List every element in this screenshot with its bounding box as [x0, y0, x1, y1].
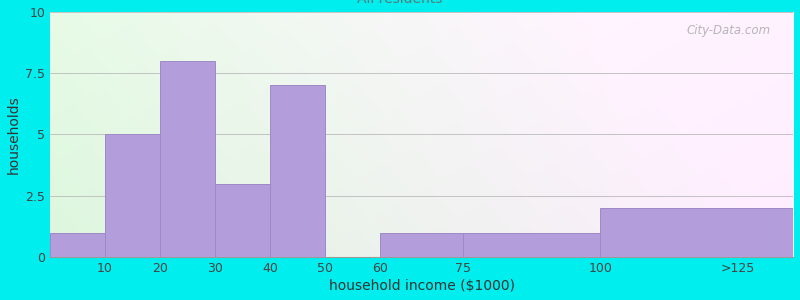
Text: All residents: All residents	[358, 0, 442, 6]
X-axis label: household income ($1000): household income ($1000)	[329, 279, 514, 293]
Bar	[601, 208, 793, 257]
Bar	[160, 61, 215, 257]
Bar	[215, 184, 270, 257]
Text: City-Data.com: City-Data.com	[686, 24, 770, 37]
Bar	[50, 232, 105, 257]
Bar	[380, 232, 462, 257]
Bar	[462, 232, 601, 257]
Bar	[270, 85, 325, 257]
Bar	[105, 134, 160, 257]
Y-axis label: households: households	[7, 95, 21, 174]
